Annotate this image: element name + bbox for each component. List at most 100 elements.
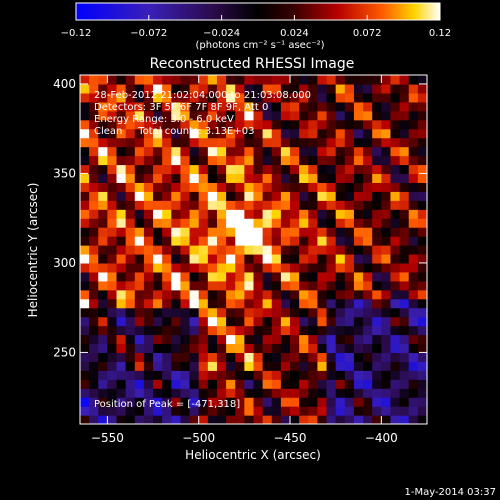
heatmap-cell bbox=[399, 200, 410, 210]
heatmap-cell bbox=[143, 75, 154, 85]
heatmap-cell bbox=[271, 271, 282, 282]
heatmap-image bbox=[80, 75, 427, 424]
heatmap-cell bbox=[253, 316, 264, 327]
heatmap-cell bbox=[235, 209, 245, 219]
heatmap-cell bbox=[143, 236, 154, 246]
heatmap-cell bbox=[335, 218, 346, 228]
heatmap-cell bbox=[381, 262, 392, 273]
heatmap-cell bbox=[226, 406, 236, 416]
heatmap-cell bbox=[344, 352, 355, 362]
heatmap-cell bbox=[162, 200, 172, 210]
heatmap-cell bbox=[408, 75, 419, 85]
heatmap-cell bbox=[171, 146, 182, 157]
heatmap-cell bbox=[271, 280, 282, 291]
heatmap-cell bbox=[271, 236, 282, 246]
heatmap-cell bbox=[153, 361, 163, 371]
heatmap-cell bbox=[216, 119, 227, 130]
heatmap-cell bbox=[153, 298, 163, 309]
heatmap-cell bbox=[89, 164, 99, 175]
heatmap-cell bbox=[317, 361, 328, 371]
heatmap-cell bbox=[125, 236, 136, 246]
heatmap-cell bbox=[98, 75, 108, 85]
heatmap-cell bbox=[299, 352, 309, 362]
heatmap-cell bbox=[153, 334, 163, 345]
heatmap-cell bbox=[162, 128, 172, 139]
heatmap-cell bbox=[107, 155, 118, 166]
heatmap-cell bbox=[363, 307, 373, 318]
heatmap-cell bbox=[244, 406, 255, 416]
heatmap-cell bbox=[381, 146, 392, 157]
heatmap-cell bbox=[290, 83, 300, 94]
heatmap-cell bbox=[390, 92, 401, 103]
heatmap-cell bbox=[344, 280, 355, 291]
heatmap-cell bbox=[262, 262, 273, 273]
heatmap-cell bbox=[162, 119, 172, 130]
heatmap-cell bbox=[299, 325, 309, 336]
heatmap-cell bbox=[290, 262, 300, 273]
heatmap-cell bbox=[262, 361, 273, 371]
heatmap-cell bbox=[308, 227, 319, 237]
heatmap-cell bbox=[116, 164, 127, 175]
heatmap-cell bbox=[180, 128, 191, 139]
heatmap-cell bbox=[253, 262, 264, 273]
heatmap-cell bbox=[381, 352, 392, 362]
heatmap-cell bbox=[162, 110, 172, 121]
x-tick-label: −400 bbox=[365, 431, 398, 445]
heatmap-cell bbox=[290, 343, 300, 354]
heatmap-cell bbox=[253, 119, 264, 130]
heatmap-cell bbox=[89, 361, 99, 371]
heatmap-cell bbox=[308, 164, 319, 175]
heatmap-cell bbox=[262, 191, 273, 201]
heatmap-cell bbox=[372, 227, 382, 237]
heatmap-cell bbox=[153, 101, 163, 112]
heatmap-cell bbox=[262, 415, 273, 424]
heatmap-cell bbox=[107, 245, 118, 255]
heatmap-cell bbox=[280, 253, 291, 264]
heatmap-cell bbox=[372, 155, 382, 166]
heatmap-cell bbox=[317, 334, 328, 345]
heatmap-cell bbox=[116, 137, 127, 148]
heatmap-cell bbox=[299, 146, 309, 157]
heatmap-cell bbox=[226, 218, 236, 228]
heatmap-cell bbox=[171, 155, 182, 166]
heatmap-cell bbox=[372, 361, 382, 371]
heatmap-cell bbox=[363, 271, 373, 282]
heatmap-cell bbox=[335, 137, 346, 148]
heatmap-cell bbox=[372, 245, 382, 255]
heatmap-cell bbox=[80, 280, 90, 291]
heatmap-cell bbox=[162, 191, 172, 201]
heatmap-cell bbox=[381, 334, 392, 345]
heatmap-cell bbox=[308, 137, 319, 148]
heatmap-cell bbox=[125, 146, 136, 157]
heatmap-cell bbox=[198, 146, 209, 157]
heatmap-cell bbox=[299, 316, 309, 327]
heatmap-cell bbox=[271, 191, 282, 201]
heatmap-cell bbox=[253, 307, 264, 318]
heatmap-cell bbox=[344, 245, 355, 255]
heatmap-cell bbox=[162, 316, 172, 327]
heatmap-cell bbox=[125, 110, 136, 121]
heatmap-cell bbox=[189, 146, 200, 157]
heatmap-cell bbox=[299, 289, 309, 300]
heatmap-cell bbox=[408, 137, 419, 148]
heatmap-cell bbox=[317, 289, 328, 300]
heatmap-cell bbox=[244, 92, 255, 103]
heatmap-cell bbox=[290, 209, 300, 219]
heatmap-cell bbox=[235, 379, 245, 389]
heatmap-cell bbox=[372, 352, 382, 362]
heatmap-cell bbox=[253, 101, 264, 112]
heatmap-cell bbox=[390, 137, 401, 148]
heatmap-cell bbox=[417, 155, 427, 166]
heatmap-cell bbox=[280, 352, 291, 362]
heatmap-cell bbox=[216, 173, 227, 183]
heatmap-cell bbox=[353, 200, 364, 210]
heatmap-cell bbox=[235, 110, 245, 121]
heatmap-cell bbox=[171, 245, 182, 255]
heatmap-cell bbox=[98, 370, 108, 380]
heatmap-cell bbox=[89, 101, 99, 112]
heatmap-cell bbox=[417, 316, 427, 327]
heatmap-cell bbox=[125, 370, 136, 380]
heatmap-cell bbox=[207, 325, 218, 336]
heatmap-cell bbox=[262, 200, 273, 210]
heatmap-cell bbox=[353, 75, 364, 85]
